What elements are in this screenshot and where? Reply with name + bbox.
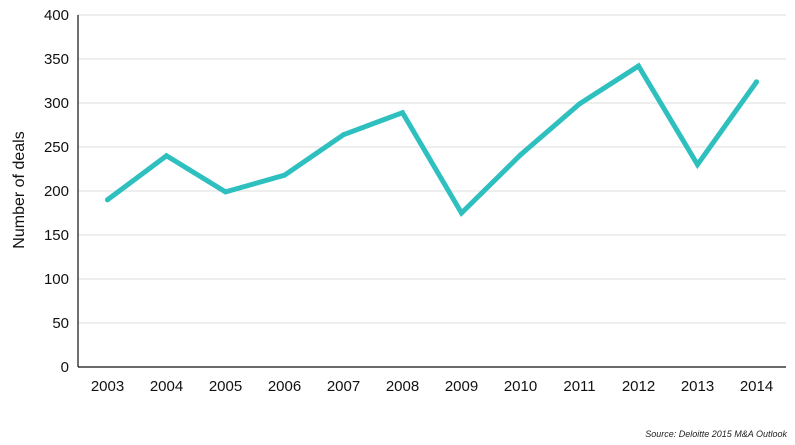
data-point-2008 (400, 110, 405, 116)
y-tick-label: 150 (44, 227, 69, 244)
axes (77, 15, 786, 368)
data-point-2012 (636, 63, 641, 69)
y-tick-label: 200 (44, 183, 69, 200)
y-tick-label: 50 (52, 315, 69, 332)
x-tick-label: 2010 (504, 378, 537, 395)
x-tick-label: 2011 (563, 378, 595, 395)
data-point-2006 (282, 172, 287, 178)
y-tick-label: 250 (44, 139, 69, 156)
y-axis-label: Number of deals (11, 131, 28, 248)
data-point-2009 (459, 210, 464, 216)
gridlines (78, 14, 786, 324)
data-point-2010 (518, 152, 523, 158)
y-tick-label: 350 (44, 51, 69, 68)
series-line (105, 62, 759, 218)
x-tick-label: 2004 (150, 378, 183, 395)
x-axis-ticks: 2003 2004 2005 2006 2007 2008 2009 2010 2011 2012… (91, 378, 773, 395)
x-tick-label: 2003 (91, 378, 124, 395)
data-point-2014 (754, 79, 759, 85)
y-tick-label: 400 (44, 7, 69, 24)
y-tick-label: 300 (44, 95, 69, 112)
data-point-2003 (105, 197, 110, 203)
x-tick-label: 2014 (740, 378, 773, 395)
x-tick-label: 2007 (327, 378, 360, 395)
data-point-2004 (164, 153, 169, 159)
data-point-2011 (577, 101, 582, 107)
x-tick-label: 2005 (209, 378, 242, 395)
y-tick-label: 100 (44, 271, 69, 288)
series-layer (105, 62, 759, 218)
source-note: Source: Deloitte 2015 M&A Outlook (645, 429, 787, 439)
y-axis-ticks: 0 50 100 150 200 250 300 350 400 (44, 7, 69, 376)
x-tick-label: 2013 (681, 378, 714, 395)
x-tick-label: 2012 (622, 378, 655, 395)
x-tick-label: 2009 (445, 378, 478, 395)
data-point-2007 (341, 132, 346, 138)
data-point-2005 (223, 189, 228, 195)
data-point-2013 (695, 162, 700, 168)
x-tick-label: 2006 (268, 378, 301, 395)
x-tick-label: 2008 (386, 378, 419, 395)
y-tick-label: 0 (61, 359, 69, 376)
